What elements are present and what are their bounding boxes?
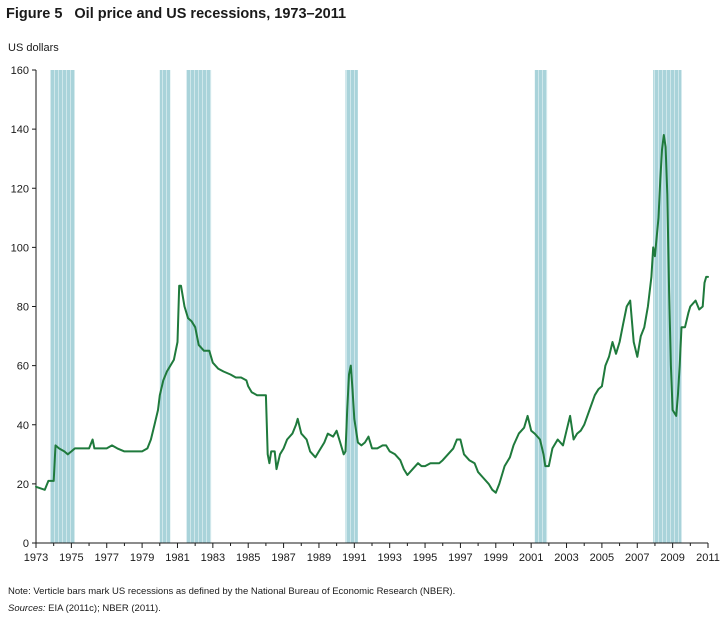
y-tick-label: 160 <box>11 65 29 77</box>
y-tick-label: 0 <box>23 538 29 550</box>
y-tick-label: 120 <box>11 183 29 195</box>
x-tick-label: 2001 <box>519 552 543 564</box>
figure-number: Figure 5 <box>6 6 63 22</box>
recession-bar-5 <box>534 70 548 543</box>
x-tick-label: 2011 <box>696 552 720 564</box>
y-axis-label: US dollars <box>8 42 59 54</box>
series-line-oil-price <box>35 134 709 494</box>
sources-text: EIA (2011c); NBER (2011). <box>45 603 161 614</box>
x-tick-label: 1985 <box>236 552 260 564</box>
x-tick-label: 1981 <box>165 552 189 564</box>
figure-title-text: Oil price and US recessions, 1973–2011 <box>74 6 347 22</box>
chart-note: Note: Verticle bars mark US recessions a… <box>8 586 456 597</box>
figure-title: Figure 5 Oil price and US recessions, 197… <box>6 6 346 22</box>
x-tick-label: 2005 <box>590 552 614 564</box>
series <box>35 134 709 494</box>
x-tick-label: 1991 <box>342 552 366 564</box>
y-tick-label: 80 <box>17 302 29 314</box>
x-tick-label: 1999 <box>484 552 508 564</box>
y-tick-label: 40 <box>17 420 29 432</box>
axes: 0 20 40 60 80 100 120 140 160 1973 1975 1977 1979 198… <box>11 65 720 564</box>
x-tick-label: 1983 <box>201 552 225 564</box>
x-tick-label: 1987 <box>271 552 295 564</box>
sources-label: Sources: <box>8 603 46 614</box>
x-tick-label: 1977 <box>94 552 118 564</box>
y-tick-label: 140 <box>11 124 29 136</box>
y-tick-label: 60 <box>17 361 29 373</box>
recession-bar-2 <box>159 70 171 543</box>
recession-bar-3 <box>186 70 212 543</box>
x-tick-label: 2003 <box>554 552 578 564</box>
x-tick-label: 1997 <box>448 552 472 564</box>
x-tick-label: 1975 <box>59 552 83 564</box>
x-tick-label: 1993 <box>377 552 401 564</box>
x-tick-label: 1989 <box>307 552 331 564</box>
recession-bar-4 <box>345 70 358 543</box>
x-tick-label: 1979 <box>130 552 154 564</box>
chart-sources: Sources: EIA (2011c); NBER (2011). <box>8 603 161 614</box>
x-tick-label: 1995 <box>413 552 437 564</box>
recession-bar-6 <box>653 70 682 543</box>
x-tick-label: 2009 <box>660 552 684 564</box>
x-tick-label: 2007 <box>625 552 649 564</box>
recession-bars <box>50 70 682 543</box>
y-tick-label: 100 <box>11 242 29 254</box>
y-tick-label: 20 <box>17 479 29 491</box>
x-tick-label: 1973 <box>24 552 48 564</box>
